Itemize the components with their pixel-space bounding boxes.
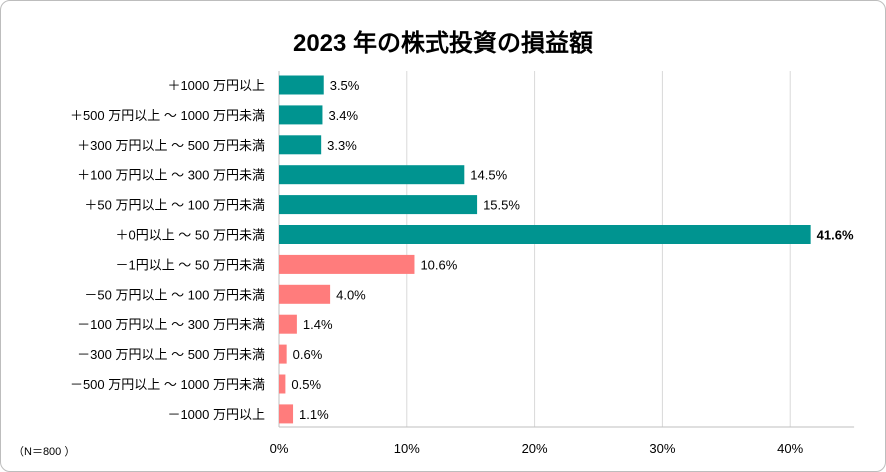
category-label: －100 万円以上 ～ 300 万円未満	[77, 317, 265, 332]
bar	[279, 314, 297, 334]
bar	[279, 195, 478, 215]
data-label: 1.4%	[303, 317, 333, 332]
category-label: －1円以上 ～ 50 万円未満	[115, 257, 265, 272]
bar	[279, 284, 331, 304]
sample-size-note: （N＝800 ）	[13, 446, 76, 458]
category-label: ＋300 万円以上 ～ 500 万円未満	[77, 138, 265, 153]
data-label: 15.5%	[483, 198, 520, 213]
category-label: －300 万円以上 ～ 500 万円未満	[77, 347, 265, 362]
bar	[279, 135, 322, 155]
data-label: 4.0%	[336, 287, 366, 302]
category-label: ＋500 万円以上 ～ 1000 万円未満	[70, 108, 265, 123]
category-label: ＋1000 万円以上	[167, 78, 265, 93]
bar	[279, 344, 287, 364]
data-label: 0.5%	[291, 377, 321, 392]
data-label: 1.1%	[299, 407, 329, 422]
bar	[279, 165, 465, 185]
bar	[279, 75, 324, 95]
bar	[279, 225, 811, 244]
category-label: ＋100 万円以上 ～ 300 万円未満	[77, 168, 265, 183]
data-label: 3.5%	[330, 78, 360, 93]
category-label: ＋50 万円以上 ～ 100 万円未満	[84, 198, 265, 213]
category-label: －500 万円以上 ～ 1000 万円未満	[70, 377, 265, 392]
x-tick-label: 20%	[522, 441, 548, 456]
category-label: ＋0円以上 ～ 50 万円未満	[115, 228, 265, 243]
data-label: 0.6%	[293, 347, 323, 362]
x-tick-label: 30%	[649, 441, 675, 456]
x-tick-label: 10%	[394, 441, 420, 456]
bar	[279, 105, 323, 125]
data-label: 41.6%	[817, 228, 854, 243]
category-label: －1000 万円以上	[167, 407, 265, 422]
bar	[279, 254, 415, 274]
bar	[279, 374, 286, 394]
data-label: 10.6%	[420, 257, 457, 272]
bar	[279, 404, 294, 424]
x-tick-label: 0%	[270, 441, 289, 456]
data-label: 3.3%	[327, 138, 357, 153]
chart-title: 2023 年の株式投資の損益額	[292, 30, 594, 57]
x-tick-label: 40%	[777, 441, 803, 456]
data-label: 14.5%	[470, 168, 507, 183]
category-label: －50 万円以上 ～ 100 万円未満	[84, 287, 265, 302]
data-label: 3.4%	[328, 108, 358, 123]
